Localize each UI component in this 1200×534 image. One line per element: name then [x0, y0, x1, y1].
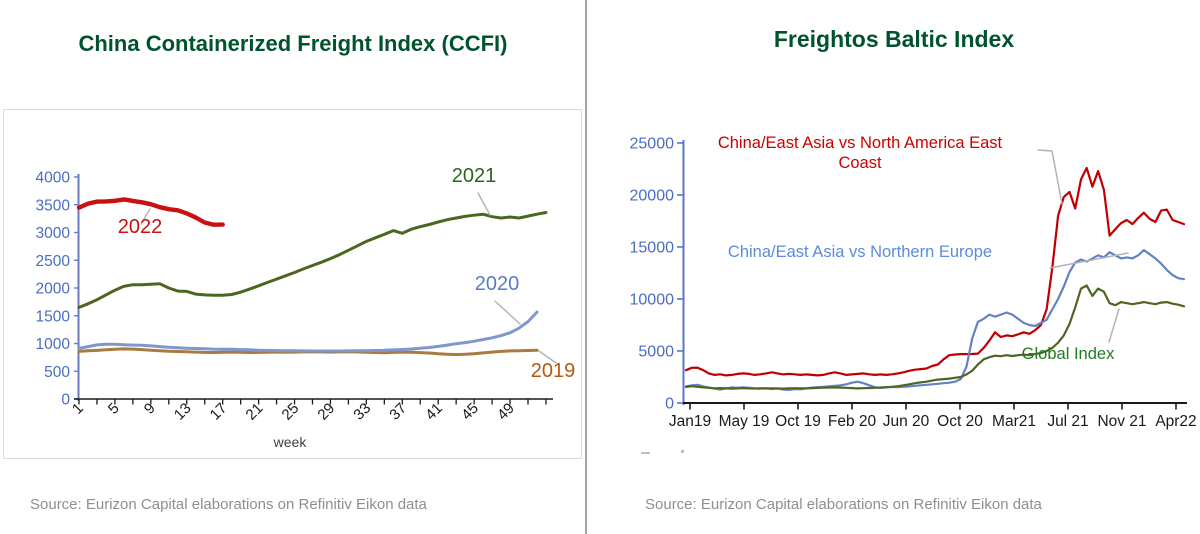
x-tick-label: Jun 20: [883, 413, 930, 430]
y-tick-label: 10000: [630, 292, 675, 309]
x-tick-label: 13: [171, 400, 195, 424]
y-tick-label: 20000: [630, 188, 675, 205]
y-tick-label: 15000: [630, 240, 675, 257]
left-chart-frame: [3, 109, 582, 459]
leader-line-series-0: [1037, 149, 1063, 205]
x-tick-label: 21: [243, 400, 267, 424]
y-tick-label: 3500: [36, 197, 71, 214]
y-tick-label: 5000: [638, 344, 674, 361]
x-tick-label: 41: [422, 400, 446, 424]
series-label-2021: 2021: [452, 165, 497, 187]
right-chart-title: Freightos Baltic Index: [773, 26, 1015, 53]
series-line-2: [684, 284, 1186, 390]
x-tick-label: 37: [386, 400, 410, 424]
x-tick-label: Feb 20: [828, 413, 877, 430]
left-chart-title: China Containerized Freight Index (CCFI): [78, 31, 508, 57]
series-line-0: [684, 166, 1186, 377]
y-tick-label: 2500: [36, 253, 71, 270]
y-tick-label: 0: [61, 392, 70, 409]
x-tick-label: 17: [207, 400, 231, 424]
leader-line-2019: [538, 350, 557, 364]
x-tick-label: 45: [458, 400, 482, 424]
x-tick-label: 1: [69, 400, 87, 418]
cropped-legend-artifact: [641, 452, 650, 454]
series-label-2020: 2020: [475, 273, 520, 295]
x-tick-label: Oct 20: [937, 413, 983, 430]
x-tick-label: 9: [141, 400, 159, 418]
cropped-legend-artifact: [681, 450, 684, 453]
x-tick-label: Jul 21: [1047, 413, 1088, 430]
leader-line-2021: [477, 192, 491, 216]
ccfi-line-chart: 0 500 1000 1500 2000 2500 3000 3500 4000 1 5 9 13 17 2…: [36, 165, 576, 450]
leader-line-2020: [494, 300, 521, 325]
x-tick-label: 25: [279, 400, 303, 424]
x-tick-label: 29: [314, 400, 338, 424]
series-2021-line: [77, 211, 548, 309]
series-label-1: China/East Asia vs Northern Europe: [728, 243, 992, 261]
series-line-1: [684, 249, 1186, 391]
freightos-baltic-line-chart: 0 5000 10000 15000 20000 25000 Jan19 May 19 Oct …: [630, 134, 1197, 454]
x-tick-label: May 19: [719, 413, 770, 430]
x-axis-title: week: [273, 434, 308, 450]
x-tick-label: 49: [494, 400, 518, 424]
series-label-0-line2: Coast: [838, 154, 882, 172]
y-tick-label: 25000: [630, 136, 675, 153]
x-tick-label: Nov 21: [1097, 413, 1146, 430]
leader-line-series-2: [1108, 308, 1120, 343]
series-label-2019: 2019: [531, 360, 576, 382]
x-tick-label: Oct 19: [775, 413, 821, 430]
x-tick-label: 5: [105, 400, 123, 418]
y-tick-label: 2000: [36, 281, 71, 298]
panel-divider: [585, 0, 587, 534]
y-tick-label: 3000: [36, 225, 71, 242]
series-label-0: China/East Asia vs North America East: [718, 134, 1003, 152]
series-2022-line: [76, 197, 225, 227]
x-tick-label: Jan19: [669, 413, 711, 430]
y-tick-label: 500: [44, 364, 70, 381]
leader-line-series-1: [1049, 252, 1129, 269]
series-2020-line: [77, 310, 539, 353]
x-tick-label: Mar21: [992, 413, 1036, 430]
series-label-2: Global Index: [1022, 345, 1115, 363]
y-tick-label: 1500: [36, 308, 71, 325]
left-source-note: Source: Eurizon Capital elaborations on …: [30, 496, 427, 513]
y-tick-label: 4000: [36, 170, 71, 187]
x-tick-label: Apr22: [1155, 413, 1196, 430]
leader-line-2022: [140, 208, 151, 225]
y-tick-label: 1000: [36, 336, 71, 353]
x-tick-label: 33: [350, 400, 374, 424]
right-source-note: Source: Eurizon Capital elaborations on …: [645, 496, 1042, 513]
y-tick-label: 0: [665, 396, 674, 413]
series-label-2022: 2022: [118, 216, 163, 238]
